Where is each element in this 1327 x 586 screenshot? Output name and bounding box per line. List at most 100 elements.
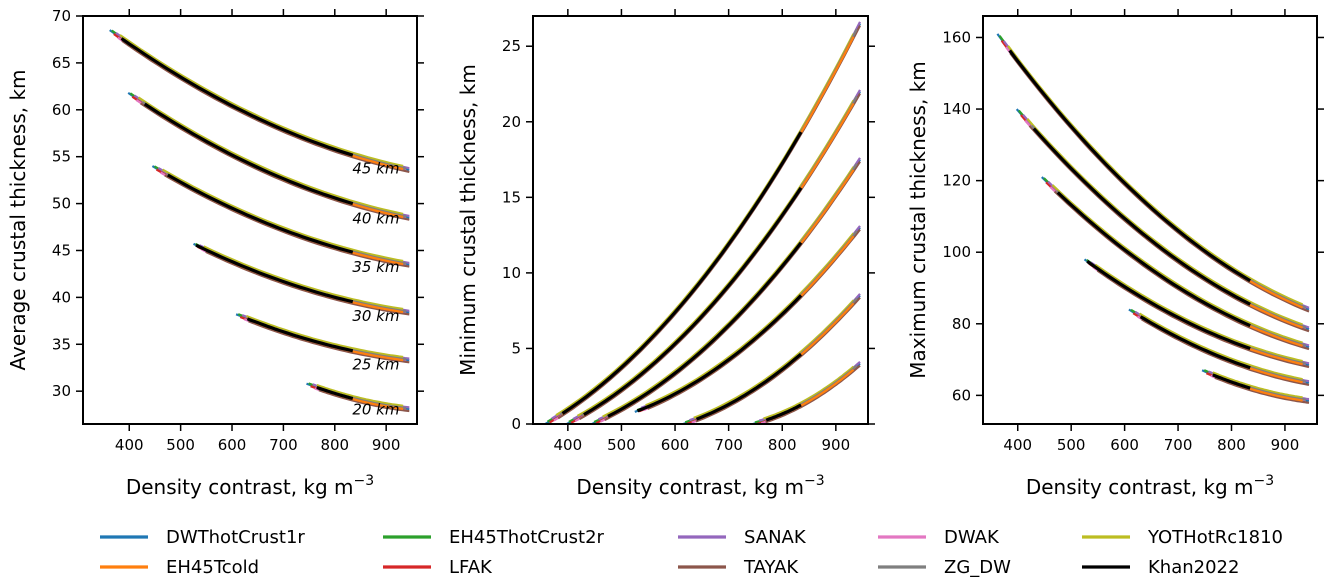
x-tick-label: 800 <box>1217 436 1246 454</box>
legend-label: ZG_DW <box>944 557 1011 578</box>
legend-label: DWThotCrust1r <box>166 527 305 548</box>
series-line-tayak <box>765 364 861 424</box>
plot-area <box>996 33 1310 404</box>
y-tick-label: 50 <box>52 195 71 213</box>
x-axis-label: Density contrast, kg m−3 <box>1026 473 1274 499</box>
y-tick-label: 160 <box>942 28 971 46</box>
curve-annotation: 45 km <box>352 160 399 178</box>
series-line-lfak <box>1020 114 1303 329</box>
series-line-yothotrc1810 <box>316 383 404 407</box>
series-line-khan2022 <box>120 37 354 157</box>
axes-frame <box>532 15 869 425</box>
y-axis-label: Minimum crustal thickness, km <box>456 64 480 376</box>
series-line-eh45tcold <box>608 169 855 418</box>
curve-family <box>306 382 410 413</box>
legend-label: EH45Tcold <box>166 557 259 578</box>
legend-item: YOTHotRc1810 <box>1082 527 1283 548</box>
y-tick-label: 60 <box>52 101 71 119</box>
legend-label: YOTHotRc1810 <box>1147 527 1283 548</box>
series-line-sanak <box>133 94 410 218</box>
series-line-yothotrc1810 <box>1094 263 1303 363</box>
series-line-yothotrc1810 <box>1051 184 1303 344</box>
series-line-yothotrc1810 <box>1007 45 1304 306</box>
y-tick-label: 30 <box>52 382 71 400</box>
minimum-thickness-panel: 400 500 600 700 800 900 0 5 10 15 20 25 Density cont… <box>456 9 875 499</box>
y-tick-label: 80 <box>952 315 971 333</box>
y-tick-label: 15 <box>502 188 521 206</box>
y-tick-label: 60 <box>952 386 971 404</box>
legend: DWThotCrust1r EH45ThotCrust2r SANAK DWAK YOT… <box>100 527 1283 578</box>
series-line-lfak <box>113 33 404 171</box>
series-line-yothotrc1810 <box>1026 118 1303 326</box>
x-tick-label: 600 <box>661 436 690 454</box>
series-line-yothotrc1810 <box>246 314 404 359</box>
y-tick-label: 45 <box>52 241 71 259</box>
curve-family <box>235 313 410 364</box>
curve-family <box>193 242 410 316</box>
curve-annotation: 35 km <box>352 258 399 276</box>
plot-area <box>544 21 861 424</box>
series-line-dwthotcrust1r <box>682 294 861 424</box>
series-line-tayak <box>1141 318 1310 386</box>
curve-family <box>682 293 861 424</box>
curve-family <box>127 91 410 221</box>
y-tick-label: 5 <box>511 339 521 357</box>
series-line-dwak <box>117 36 407 172</box>
series-line-lfak <box>1045 181 1303 348</box>
series-line-eh45thotcrust2r <box>754 364 858 424</box>
x-tick-label: 800 <box>768 436 797 454</box>
curve-annotation: 40 km <box>352 209 399 227</box>
series-line-dwak <box>1049 186 1307 349</box>
legend-item: Khan2022 <box>1082 557 1239 578</box>
series-line-tayak <box>139 102 410 221</box>
series-line-sanak <box>758 361 861 422</box>
series-line-tayak <box>1214 376 1310 404</box>
series-line-khan2022 <box>765 403 802 422</box>
x-tick-label: 700 <box>714 436 743 454</box>
axes-frame <box>982 15 1318 425</box>
y-axis-label: Maximum crustal thickness, km <box>906 61 930 378</box>
curve-family <box>1128 308 1310 386</box>
series-line-dwthotcrust1r <box>752 362 861 424</box>
curve-family <box>591 157 861 424</box>
x-axis-label-unit-exponent: −3 <box>1254 473 1275 489</box>
average-thickness-panel: 400 500 600 700 800 900 30 35 40 45 50 55 60 65 70 Dens… <box>6 7 424 499</box>
series-line-eh45thotcrust2r <box>129 92 407 218</box>
series-line-khan2022 <box>1086 260 1251 351</box>
series-line-eh45thotcrust2r <box>684 297 858 424</box>
x-tick-label: 600 <box>1110 436 1139 454</box>
curve-family <box>1201 369 1310 404</box>
curve-family <box>1015 108 1310 333</box>
series-line-khan2022 <box>316 385 354 401</box>
series-line-sanak <box>551 21 861 420</box>
x-tick-label: 400 <box>554 436 583 454</box>
y-tick-label: 120 <box>942 172 971 190</box>
series-line-zg_dw <box>123 38 407 170</box>
series-line-yothotrc1810 <box>693 299 855 419</box>
legend-label: Khan2022 <box>1148 557 1239 578</box>
axes-frame <box>82 15 418 425</box>
series-line-eh45thotcrust2r <box>1043 177 1307 347</box>
x-tick-label: 700 <box>1164 436 1193 454</box>
series-line-dwthotcrust1r <box>127 91 410 219</box>
y-tick-label: 10 <box>502 264 521 282</box>
plot-area <box>109 29 410 413</box>
series-line-khan2022 <box>561 131 803 415</box>
y-tick-label: 40 <box>52 288 71 306</box>
x-tick-label: 400 <box>1003 436 1032 454</box>
series-line-tayak <box>1096 269 1310 369</box>
y-tick-label: 100 <box>942 243 971 261</box>
series-line-zg_dw <box>1030 124 1307 329</box>
curve-family <box>544 21 861 424</box>
series-line-dwthotcrust1r <box>193 242 410 314</box>
series-line-eh45tcold <box>1032 128 1303 329</box>
x-tick-label: 900 <box>822 436 851 454</box>
series-line-khan2022 <box>1212 373 1251 390</box>
y-tick-label: 65 <box>52 54 71 72</box>
legend-item: EH45Tcold <box>100 557 259 578</box>
y-tick-label: 20 <box>502 113 521 131</box>
series-line-yothotrc1810 <box>645 232 855 407</box>
series-line-sanak <box>689 293 861 422</box>
series-line-yothotrc1810 <box>555 33 855 417</box>
